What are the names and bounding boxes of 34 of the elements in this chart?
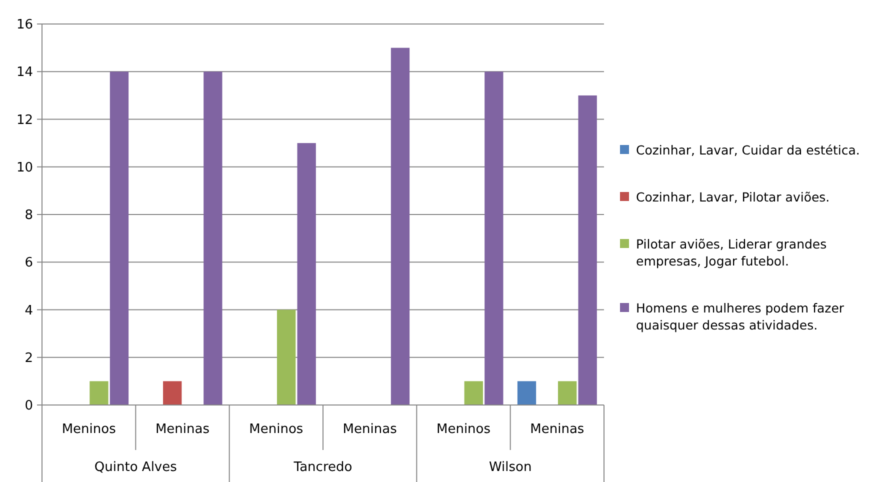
- y-tick-label: 6: [24, 256, 33, 271]
- bar: [163, 381, 182, 405]
- bar: [558, 381, 577, 405]
- y-tick-label: 12: [16, 112, 33, 128]
- x-tick-label: Meninos: [62, 422, 116, 437]
- bar: [276, 310, 296, 405]
- bar: [90, 381, 108, 405]
- text: Quinto Alves: [94, 460, 178, 475]
- x-tick-label: Meninos: [249, 422, 304, 437]
- y-tick-label: 14: [16, 65, 33, 80]
- bar: [464, 381, 483, 405]
- x-tick-label: Meninos: [436, 422, 491, 437]
- bar: [578, 95, 597, 405]
- legend-label: Cozinhar, Lavar, Pilotar aviões.: [636, 189, 830, 204]
- y-tick-label: 0: [24, 398, 33, 414]
- bar: [517, 381, 536, 405]
- legend-label: Homens e mulheres podem fazer quaisquer dessas atividades.: [636, 300, 845, 332]
- y-tick-label: 4: [24, 303, 33, 318]
- x-tick-label: Meninas: [155, 422, 210, 437]
- x-tick-label: Meninas: [342, 422, 398, 437]
- y-tick-label: 8: [24, 208, 33, 224]
- y-tick-label: 2: [24, 350, 33, 366]
- legend-label: Pilotar aviões, Liderar grandes empresas, Jogar futebol.: [636, 236, 827, 268]
- bar: [484, 72, 504, 405]
- bar: [390, 48, 410, 405]
- bar: [297, 143, 316, 405]
- x-tick-label: Meninas: [530, 422, 584, 437]
- y-tick-label: 16: [16, 18, 33, 33]
- y-tick-label: 10: [16, 160, 33, 176]
- bar: [204, 72, 222, 405]
- bar: [110, 72, 129, 405]
- legend-label: Cozinhar, Lavar, Cuidar da estética.: [636, 142, 860, 158]
- text: Tancredo: [292, 460, 352, 475]
- text: Wilson: [488, 460, 532, 475]
